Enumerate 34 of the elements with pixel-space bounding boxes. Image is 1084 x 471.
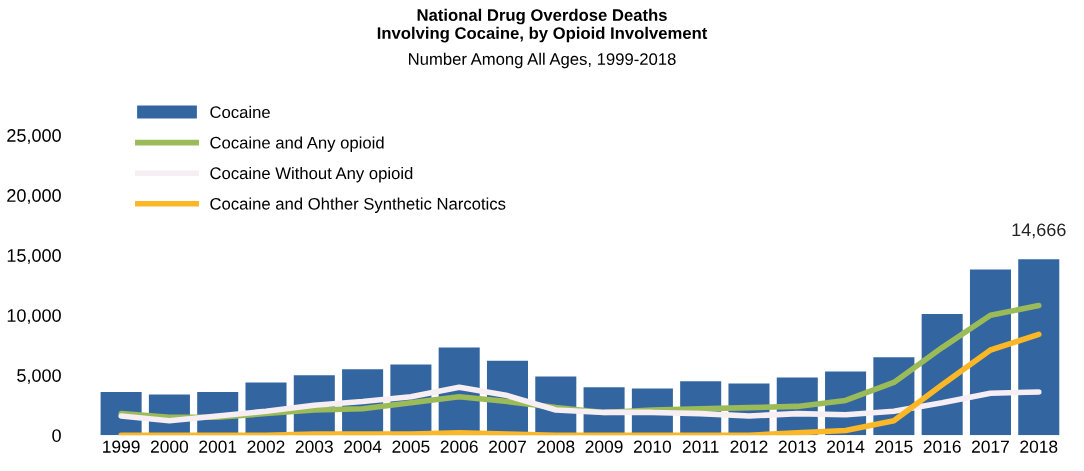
bar [1018, 259, 1060, 436]
y-tick-label: 0 [52, 429, 61, 442]
x-tick-label: 2011 [682, 440, 719, 453]
x-tick-label: 2014 [827, 440, 865, 453]
x-tick-label: 2000 [150, 440, 189, 453]
data-label: 14,666 [1012, 223, 1066, 239]
x-tick-label: 2015 [875, 440, 913, 453]
x-tick-label: 2003 [295, 440, 333, 453]
legend-label: Cocaine and Any opioid [210, 136, 384, 152]
chart-subtitle: Number Among All Ages, 1999-2018 [409, 52, 676, 69]
y-tick-label: 10,000 [7, 309, 61, 325]
x-tick-label: 2012 [730, 440, 768, 453]
x-tick-label: 2016 [923, 440, 961, 453]
x-tick-label: 2005 [392, 440, 430, 453]
y-tick-label: 25,000 [7, 129, 61, 145]
x-tick-label: 2004 [344, 440, 382, 453]
x-tick-label: 2001 [199, 440, 237, 453]
legend-label: Cocaine and Ohther Synthetic Narcotics [210, 197, 506, 213]
x-tick-label: 2017 [972, 440, 1009, 453]
y-tick-label: 15,000 [7, 249, 61, 265]
x-tick-label: 1999 [103, 440, 140, 453]
x-tick-label: 2010 [633, 440, 672, 453]
y-tick-label: 20,000 [7, 189, 61, 205]
x-tick-label: 2008 [537, 440, 575, 453]
legend-label: Cocaine [210, 105, 270, 119]
x-tick-label: 2002 [247, 440, 285, 453]
x-tick-label: 2007 [489, 440, 526, 453]
x-tick-label: 2009 [585, 440, 623, 453]
x-tick-label: 2006 [440, 440, 478, 453]
chart-title: National Drug Overdose Deaths Involving Cocaine, by Opioid Involvement [377, 8, 708, 43]
y-tick-label: 5,000 [17, 369, 61, 385]
x-tick-label: 2018 [1020, 440, 1058, 453]
legend-label: Cocaine Without Any opioid [210, 166, 413, 183]
x-tick-label: 2013 [778, 440, 816, 453]
